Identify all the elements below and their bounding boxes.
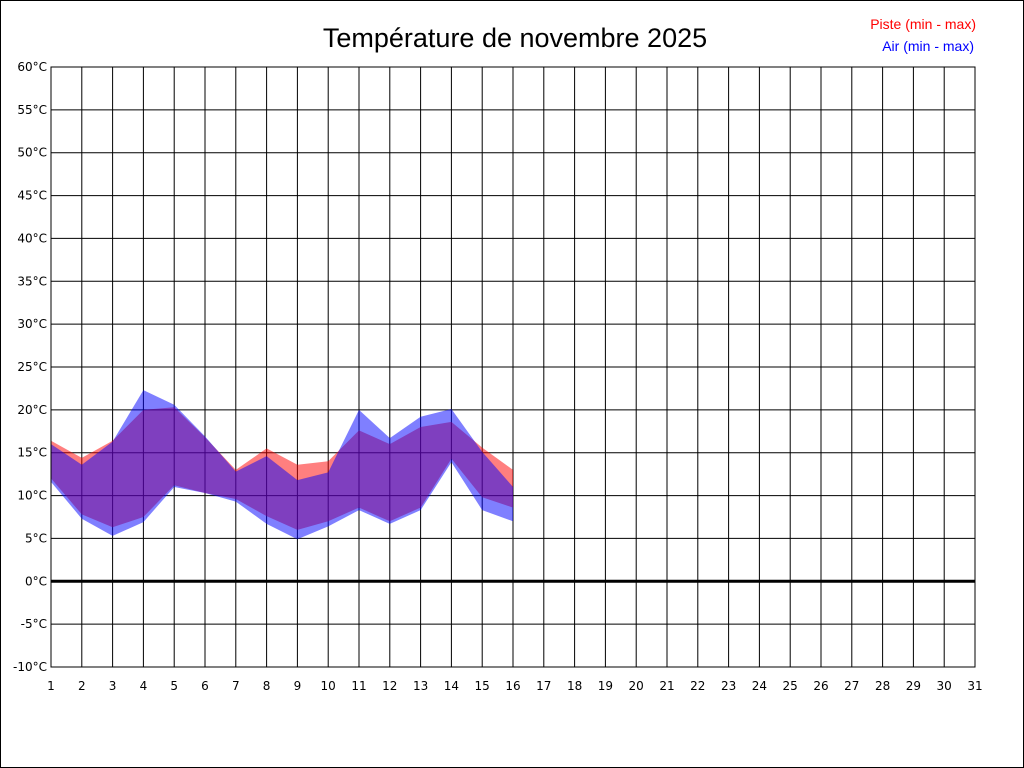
x-tick-label: 27 xyxy=(844,679,859,693)
y-tick-label: 0°C xyxy=(25,574,47,588)
x-tick-label: 31 xyxy=(967,679,982,693)
x-tick-label: 15 xyxy=(475,679,490,693)
x-tick-label: 2 xyxy=(78,679,86,693)
y-tick-label: 15°C xyxy=(17,446,47,460)
x-tick-label: 22 xyxy=(690,679,705,693)
y-tick-label: 25°C xyxy=(17,360,47,374)
x-tick-label: 17 xyxy=(536,679,551,693)
y-tick-labels: -10°C -5°C 0°C 5°C 10°C 15°C 20°C 25°C 30°C 35°C 4… xyxy=(13,60,47,674)
y-tick-label: 20°C xyxy=(17,403,47,417)
x-tick-label: 30 xyxy=(937,679,952,693)
legend-air: Air (min - max) xyxy=(882,38,974,54)
x-tick-label: 26 xyxy=(813,679,828,693)
x-tick-label: 16 xyxy=(505,679,520,693)
y-tick-label: -5°C xyxy=(21,617,47,631)
x-tick-label: 25 xyxy=(783,679,798,693)
x-tick-label: 5 xyxy=(170,679,178,693)
x-tick-label: 21 xyxy=(659,679,674,693)
legend-piste: Piste (min - max) xyxy=(870,16,976,32)
x-tick-label: 8 xyxy=(263,679,271,693)
x-tick-label: 23 xyxy=(721,679,736,693)
chart-title: Température de novembre 2025 xyxy=(323,23,707,53)
y-tick-label: -10°C xyxy=(13,660,47,674)
x-tick-label: 19 xyxy=(598,679,613,693)
y-tick-label: 5°C xyxy=(25,531,47,545)
x-tick-labels: 1 2 3 4 5 6 7 8 9 10 11 12 13 14 15 16 17 18 19 20 21 22 23 24 2… xyxy=(47,679,982,693)
y-tick-label: 60°C xyxy=(17,60,47,74)
x-tick-label: 24 xyxy=(752,679,767,693)
x-tick-label: 3 xyxy=(109,679,117,693)
series-band-air xyxy=(51,390,513,540)
x-tick-label: 14 xyxy=(444,679,459,693)
x-tick-label: 6 xyxy=(201,679,209,693)
y-tick-label: 45°C xyxy=(17,189,47,203)
x-tick-label: 11 xyxy=(351,679,366,693)
x-tick-label: 18 xyxy=(567,679,582,693)
x-tick-label: 20 xyxy=(629,679,644,693)
x-tick-label: 28 xyxy=(875,679,890,693)
x-tick-label: 10 xyxy=(321,679,336,693)
y-tick-label: 55°C xyxy=(17,103,47,117)
y-tick-label: 50°C xyxy=(17,146,47,160)
series-areas xyxy=(51,390,513,540)
x-tick-label: 13 xyxy=(413,679,428,693)
x-tick-label: 12 xyxy=(382,679,397,693)
x-tick-label: 1 xyxy=(47,679,55,693)
y-tick-label: 10°C xyxy=(17,489,47,503)
x-tick-label: 7 xyxy=(232,679,240,693)
y-tick-label: 40°C xyxy=(17,231,47,245)
x-tick-label: 9 xyxy=(294,679,302,693)
y-tick-label: 35°C xyxy=(17,274,47,288)
plot-border xyxy=(50,66,976,668)
y-tick-label: 30°C xyxy=(17,317,47,331)
grid xyxy=(50,66,976,668)
x-tick-label: 29 xyxy=(906,679,921,693)
x-tick-label: 4 xyxy=(140,679,148,693)
